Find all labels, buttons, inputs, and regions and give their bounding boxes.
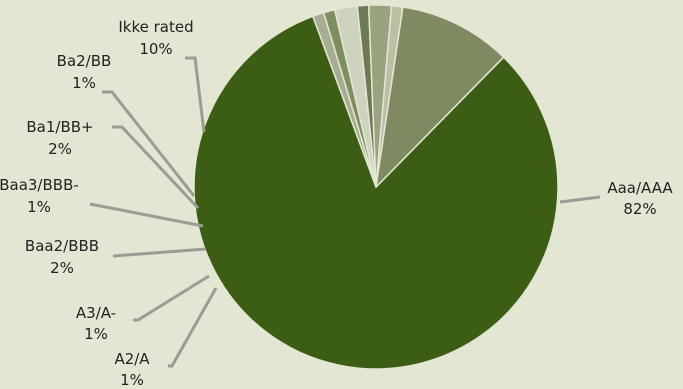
slice-label-ikke-rated: Ikke rated: [118, 18, 193, 36]
slice-value-a2-a: 1%: [120, 371, 144, 389]
slice-value-ikke-rated: 10%: [139, 40, 172, 58]
leader-line-baa3-bbb: [89, 202, 204, 228]
leader-line-ikke-rated: [185, 56, 206, 133]
slice-value-aaa-aaa: 82%: [623, 200, 656, 218]
leader-lines: [89, 56, 601, 368]
slice-value-a3-a: 1%: [84, 325, 108, 343]
slice-label-baa3-bbb: Baa3/BBB-: [0, 176, 79, 194]
slice-label-ba1-bb: Ba1/BB+: [26, 118, 93, 136]
pie-slices: [193, 4, 559, 370]
slice-label-aaa-aaa: Aaa/AAA: [607, 179, 673, 197]
leader-line-a3-a: [133, 274, 210, 322]
slice-labels: Aaa/AAA 82% A2/A 1% A3/A- 1% Baa2/BBB 2% Baa3/BB…: [0, 18, 673, 389]
slice-value-baa2-bbb: 2%: [50, 259, 74, 277]
slice-label-ba2-bb: Ba2/BB: [57, 52, 112, 70]
slice-label-baa2-bbb: Baa2/BBB: [25, 237, 99, 255]
leader-line-aaa-aaa: [559, 195, 601, 204]
leader-line-a2-a: [168, 287, 218, 368]
slice-value-ba2-bb: 1%: [72, 74, 96, 92]
pie-slice-aaa-aaa: [193, 15, 559, 370]
slice-label-a2-a: A2/A: [114, 350, 150, 368]
leader-line-ba2-bb: [102, 90, 196, 197]
slice-value-baa3-bbb: 1%: [27, 198, 51, 216]
pie-slice-ikke-rated: [375, 6, 505, 188]
slice-label-a3-a: A3/A-: [76, 304, 116, 322]
leader-line-baa2-bbb: [112, 247, 207, 258]
leader-line-ba1-bb: [112, 125, 200, 210]
slice-value-ba1-bb: 2%: [48, 140, 72, 158]
